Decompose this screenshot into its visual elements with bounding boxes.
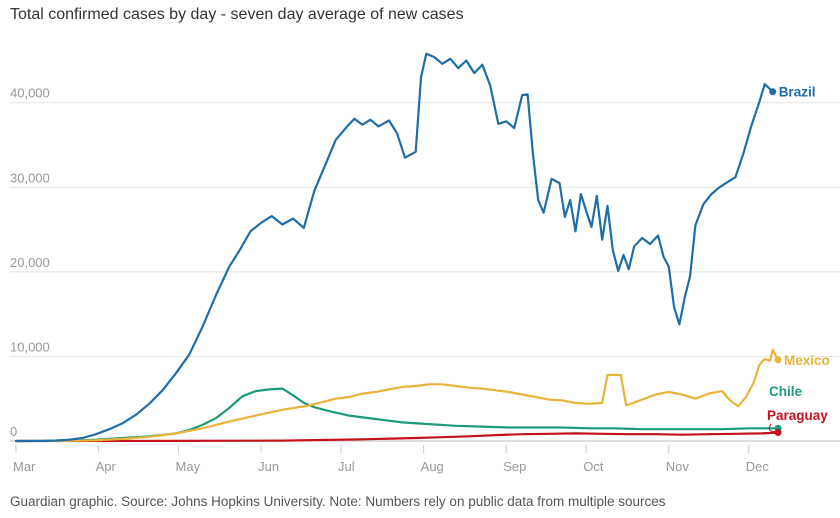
x-tick-label: Jul: [338, 459, 355, 474]
axes: 0 10,000 20,000 30,000 40,000 Mar Apr May Jun Jul…: [10, 86, 769, 474]
series-labels: Brazil Mexico Chile Paraguay: [767, 85, 830, 437]
x-tick-label: Oct: [583, 459, 604, 474]
series-label-brazil: Brazil: [779, 85, 816, 100]
series-line-paraguay: [14, 431, 780, 443]
series-end-point-mexico: [774, 356, 782, 364]
x-tick-label: Mar: [13, 459, 36, 474]
y-tick-label: 40,000: [10, 86, 50, 101]
x-tick-label: May: [176, 459, 201, 474]
series-end-point-brazil: [769, 88, 777, 96]
series-line-brazil: [14, 52, 774, 443]
series-label-paraguay: Paraguay: [767, 408, 828, 423]
paraguay-leader-line: [768, 423, 781, 432]
series-lines: [14, 52, 780, 443]
series-line-chile: [14, 387, 780, 443]
y-tick-label: 0: [10, 424, 17, 439]
chart-title: Total confirmed cases by day - seven day…: [10, 6, 464, 23]
source-note: Guardian graphic. Source: Johns Hopkins …: [10, 494, 666, 509]
series-label-mexico: Mexico: [784, 353, 830, 368]
x-tick-label: Dec: [746, 459, 770, 474]
x-tick-label: Aug: [421, 459, 444, 474]
y-tick-label: 30,000: [10, 170, 50, 185]
x-tick-label: Jun: [258, 459, 279, 474]
x-tick-label: Sep: [503, 459, 526, 474]
series-end-point-paraguay: [774, 429, 782, 437]
y-tick-label: 10,000: [10, 339, 50, 354]
series-label-chile: Chile: [769, 384, 802, 399]
grid-lines: [10, 102, 840, 442]
x-tick-label: Nov: [666, 459, 690, 474]
series-line-mexico: [14, 348, 780, 443]
y-tick-label: 20,000: [10, 255, 50, 270]
x-tick-label: Apr: [96, 459, 117, 474]
